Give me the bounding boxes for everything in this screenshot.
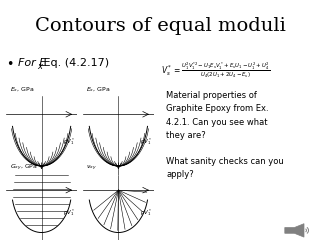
Text: What sanity checks can you: What sanity checks can you bbox=[166, 157, 284, 166]
Text: apply?: apply? bbox=[166, 170, 194, 180]
Text: $p V_1^*$: $p V_1^*$ bbox=[140, 207, 152, 218]
Text: $p V_1^*$: $p V_1^*$ bbox=[63, 137, 75, 147]
Text: 4.2.1. Can you see what: 4.2.1. Can you see what bbox=[166, 118, 268, 127]
Text: Eq. (4.2.17): Eq. (4.2.17) bbox=[40, 58, 109, 68]
Text: For E: For E bbox=[18, 58, 46, 68]
Text: $G_{xy}$, GPa: $G_{xy}$, GPa bbox=[10, 163, 38, 173]
Text: they are?: they are? bbox=[166, 131, 206, 140]
Text: $E_x$, GPa: $E_x$, GPa bbox=[10, 85, 34, 94]
Text: Contours of equal moduli: Contours of equal moduli bbox=[35, 17, 285, 35]
Text: x: x bbox=[37, 62, 42, 72]
Text: $p V_1^*$: $p V_1^*$ bbox=[63, 207, 75, 218]
Polygon shape bbox=[285, 224, 304, 237]
Text: $p V_1^*$: $p V_1^*$ bbox=[140, 137, 152, 147]
Text: $E_x$, GPa: $E_x$, GPa bbox=[86, 85, 111, 94]
Text: $\nu_{xy}$: $\nu_{xy}$ bbox=[86, 164, 97, 173]
Text: •: • bbox=[6, 58, 14, 71]
Text: Graphite Epoxy from Ex.: Graphite Epoxy from Ex. bbox=[166, 104, 269, 114]
Text: $V_s^* = \frac{U_1^2V_1^{*2}-U_1E_sV_1^*+E_sU_1-U_1^2+U_4^2}{U_4(2U_1+2U_4-E_s)}: $V_s^* = \frac{U_1^2V_1^{*2}-U_1E_sV_1^*… bbox=[161, 60, 271, 80]
Text: Material properties of: Material properties of bbox=[166, 91, 257, 100]
